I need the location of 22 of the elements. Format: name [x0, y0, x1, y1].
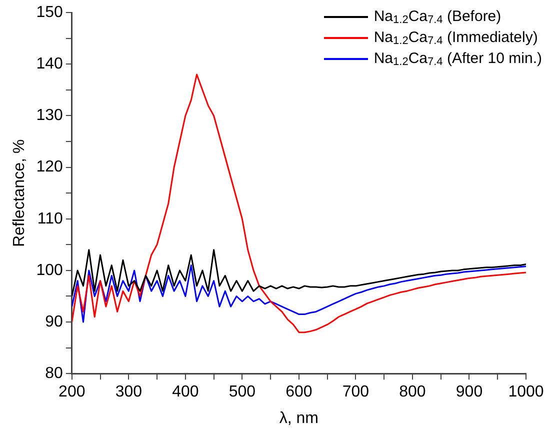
x-tick-label: 1000: [508, 384, 544, 401]
x-axis-title: λ, nm: [279, 410, 319, 427]
legend-label: Na$_{1.2}$Ca$_{7.4}$ (After 10 min.): [374, 50, 542, 68]
y-axis-title: Reflectance, %: [11, 139, 28, 247]
y-tick-label: 130: [36, 107, 63, 124]
legend-label: Na$_{1.2}$Ca$_{7.4}$ (Before): [374, 8, 502, 26]
y-tick-label: 110: [37, 210, 63, 228]
legend-label: Na$_{1.2}$Ca$_{7.4}$ (Immediately): [374, 28, 538, 46]
y-tick-label: 100: [36, 262, 63, 279]
x-tick-label: 300: [115, 384, 142, 401]
x-tick-label: 200: [58, 384, 86, 401]
x-tick-label: 600: [286, 384, 312, 401]
x-tick-label: 900: [456, 384, 483, 401]
y-tick-label: 150: [36, 4, 63, 22]
x-tick-label: 700: [342, 384, 370, 401]
y-tick-label: 140: [36, 56, 63, 73]
y-tick-label: 90: [45, 313, 63, 330]
x-tick-label: 400: [172, 384, 199, 401]
x-tick-label: 800: [399, 384, 426, 401]
x-tick-label: 500: [228, 384, 256, 401]
y-tick-label: 80: [45, 365, 63, 382]
y-tick-label: 120: [36, 158, 63, 176]
